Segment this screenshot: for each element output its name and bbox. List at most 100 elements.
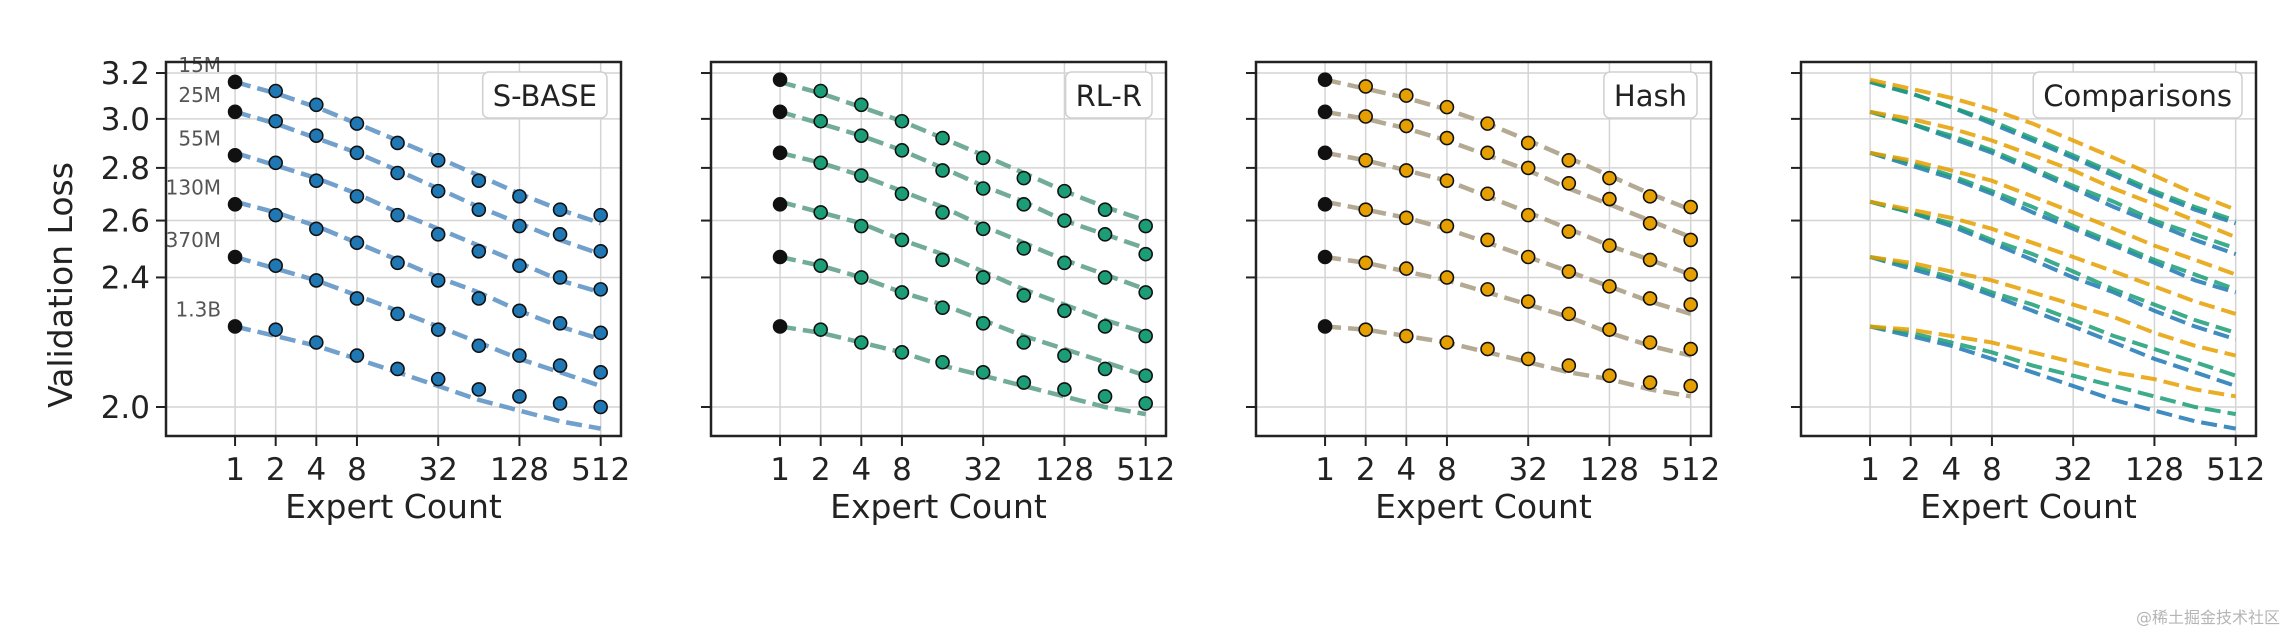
fit-line [1324, 150, 1692, 277]
data-point [1439, 173, 1455, 189]
data-point [471, 338, 487, 354]
data-point [1016, 335, 1032, 350]
x-tick-label: 1 [1860, 452, 1880, 488]
data-point [309, 273, 324, 288]
data-point [349, 291, 365, 306]
data-point [1439, 218, 1455, 234]
data-point [1520, 249, 1536, 265]
data-point [552, 270, 568, 285]
panel-comparisons: 1 2 4 8 32 128 512 Expert Count Comparisons [1791, 60, 2265, 526]
data-point [1317, 104, 1333, 120]
data-point [593, 243, 608, 259]
data-point [1642, 335, 1658, 350]
data-point [227, 104, 243, 120]
x-tick-label: 128 [1580, 452, 1639, 488]
comparison-line [1869, 109, 2237, 256]
data-point [309, 335, 324, 350]
fit-line [779, 199, 1147, 335]
x-tick-label: 2 [1356, 452, 1376, 488]
data-point [1642, 375, 1658, 390]
y-tick-label: 2.6 [101, 204, 150, 240]
data-point [1642, 291, 1658, 306]
data-point [593, 399, 608, 415]
data-point [1358, 109, 1373, 124]
data-point [349, 145, 365, 161]
data-point [430, 227, 446, 242]
data-point [1016, 197, 1032, 212]
data-point [935, 252, 950, 268]
data-point [1016, 288, 1032, 303]
data-point [1057, 348, 1072, 363]
data-point [1520, 351, 1536, 367]
data-point [309, 173, 324, 189]
data-point [1602, 238, 1617, 253]
y-tick-label: 3.0 [101, 102, 150, 138]
data-point [975, 315, 991, 331]
data-point [894, 345, 910, 360]
data-point [268, 83, 283, 99]
x-tick-label: 2 [1901, 452, 1921, 488]
comparison-line [1869, 109, 2237, 251]
data-point [227, 249, 243, 265]
data-point [854, 97, 869, 113]
model-size-label: 55M [178, 126, 221, 150]
data-point [813, 155, 828, 171]
data-point [1602, 322, 1617, 337]
data-point [1399, 163, 1414, 178]
fit-line [779, 254, 1147, 378]
panel-title: S-BASE [493, 79, 597, 113]
data-point [1016, 241, 1032, 256]
data-point [894, 285, 910, 300]
fit-line [234, 150, 602, 295]
data-point [813, 83, 828, 99]
data-point [1439, 130, 1455, 146]
x-tick-label: 4 [851, 452, 871, 488]
data-point [772, 197, 788, 212]
data-point [1480, 282, 1495, 297]
data-point [1520, 160, 1536, 176]
x-axis-title: Expert Count [1920, 487, 2137, 526]
data-point [1642, 189, 1658, 204]
data-point [471, 291, 487, 306]
data-point [1399, 261, 1414, 276]
data-point [1358, 202, 1373, 218]
fit-line [779, 324, 1147, 417]
data-point [894, 143, 910, 158]
data-point [430, 322, 446, 337]
data-point [1138, 218, 1153, 234]
data-point [1439, 99, 1455, 115]
data-point [390, 135, 405, 151]
panel-title-box [2032, 71, 2243, 119]
data-point [593, 207, 608, 223]
data-point [268, 207, 283, 223]
x-tick-label: 4 [306, 452, 326, 488]
panel-title-box [481, 71, 608, 119]
data-point [1561, 264, 1577, 279]
data-point [975, 150, 991, 166]
data-point [1683, 378, 1698, 394]
comparison-line [1869, 77, 2237, 212]
data-point [1561, 153, 1577, 168]
data-point [772, 319, 788, 334]
data-point [1016, 375, 1032, 390]
x-tick-label: 128 [2125, 452, 2184, 488]
comparison-line [1869, 109, 2237, 240]
watermark: @稀土掘金技术社区 [2135, 608, 2280, 627]
comparison-line [1869, 199, 2237, 342]
y-tick-label: 3.2 [101, 56, 150, 92]
plot-frame [709, 60, 1168, 438]
data-point [471, 173, 487, 189]
data-point [975, 221, 991, 237]
data-point [772, 249, 788, 265]
model-size-label: 370M [166, 228, 221, 252]
model-size-label: 1.3B [176, 297, 222, 321]
data-point [390, 361, 405, 377]
x-tick-label: 2 [266, 452, 286, 488]
data-point [227, 197, 243, 212]
x-tick-label: 32 [2053, 452, 2092, 488]
data-point [512, 258, 527, 273]
comparison-line [1869, 150, 2237, 295]
y-tick-label: 2.8 [101, 151, 150, 187]
data-point [975, 270, 991, 285]
